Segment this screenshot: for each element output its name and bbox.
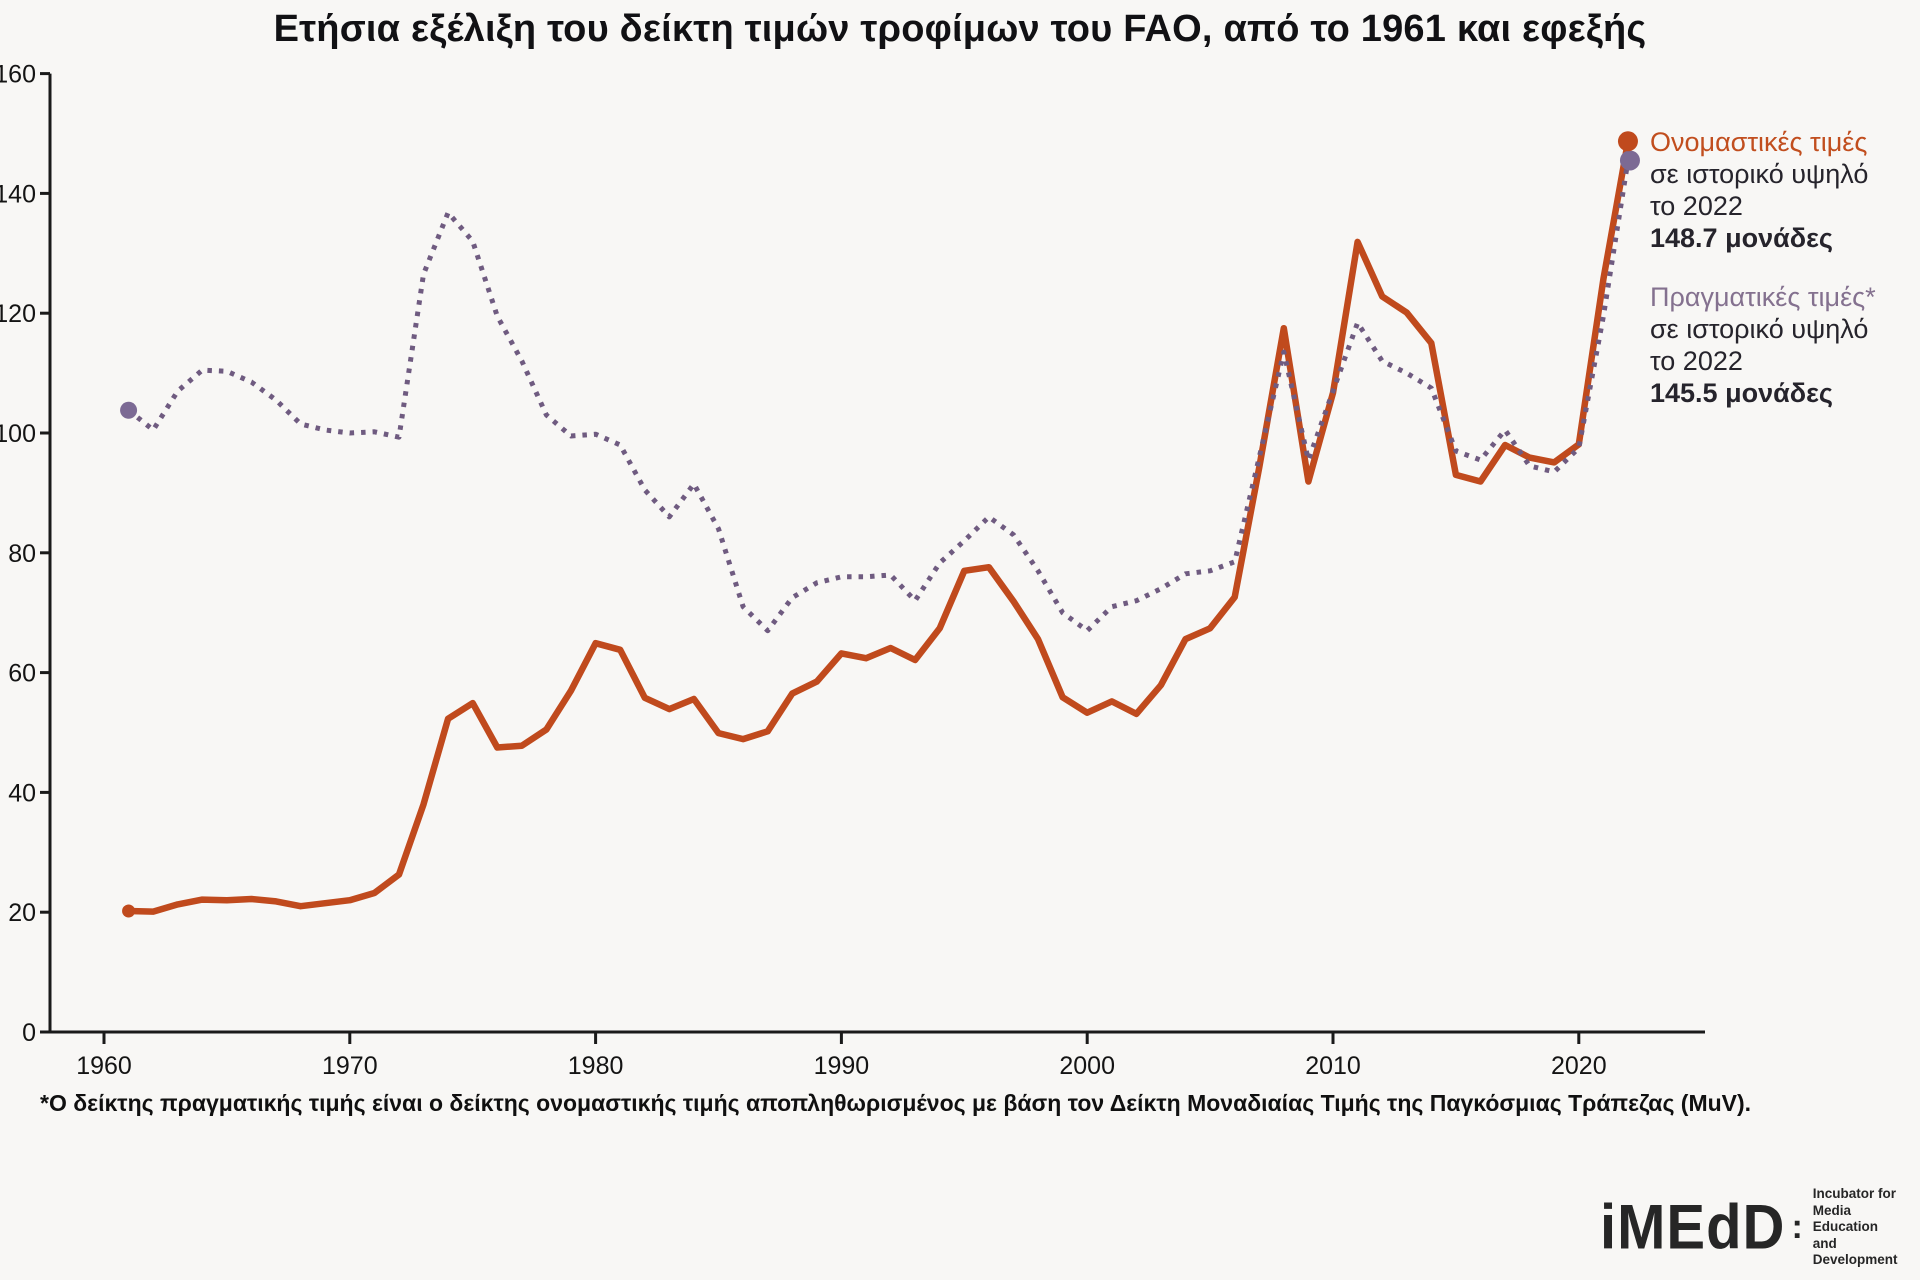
x-tick-label: 1960: [76, 1052, 132, 1080]
nominal-prices-line: [128, 140, 1632, 915]
y-tick-label: 20: [8, 899, 36, 927]
chart-title: Ετήσια εξέλιξη του δείκτη τιμών τροφίμων…: [273, 8, 1647, 50]
y-tick-label: 100: [0, 420, 36, 448]
legend-nominal: Ονομαστικές τιμές σε ιστορικό υψηλό το 2…: [1650, 126, 1915, 254]
y-tick-label: 120: [0, 300, 36, 328]
legend-real-line3: το 2022: [1650, 346, 1743, 376]
real-prices-line: [127, 160, 1631, 634]
x-tick-label: 1990: [814, 1052, 870, 1080]
x-tick-label: 2020: [1551, 1052, 1607, 1080]
y-tick-label: 160: [0, 61, 36, 89]
legend-nominal-value: 148.7 μονάδες: [1650, 223, 1833, 253]
imedd-logo-wordmark: iMEdD: [1600, 1192, 1786, 1263]
x-tick-label: 1980: [568, 1052, 624, 1080]
imedd-logo-colon: :: [1791, 1207, 1803, 1246]
imedd-logo: iMEdD : Incubator for Media Education an…: [1600, 1186, 1920, 1269]
legend-real-title: Πραγματικές τιμές*: [1650, 282, 1876, 312]
y-tick-label: 60: [8, 660, 36, 688]
x-tick-label: 2000: [1059, 1052, 1115, 1080]
imedd-logo-tagline: Incubator for Media Education and Develo…: [1812, 1186, 1898, 1267]
footnote: *Ο δείκτης πραγματικής τιμής είναι ο δεί…: [40, 1090, 1752, 1116]
y-tick-label: 40: [8, 779, 36, 807]
x-tick-label: 1970: [322, 1052, 378, 1080]
legend-real-line2: σε ιστορικό υψηλό: [1650, 314, 1869, 344]
legend-real: Πραγματικές τιμές* σε ιστορικό υψηλό το …: [1650, 281, 1915, 409]
x-tick-label: 2010: [1305, 1052, 1361, 1080]
real-start-dot: [120, 401, 138, 419]
legend-nominal-line3: το 2022: [1650, 191, 1743, 221]
y-tick-label: 0: [22, 1019, 36, 1047]
legend-nominal-title: Ονομαστικές τιμές: [1650, 127, 1868, 157]
legend-real-value: 145.5 μονάδες: [1650, 378, 1833, 408]
y-tick-label: 80: [8, 540, 36, 568]
y-tick-label: 140: [0, 180, 36, 208]
legend-nominal-line2: σε ιστορικό υψηλό: [1650, 159, 1869, 189]
real-end-dot: [1619, 150, 1640, 171]
nominal-end-dot: [1617, 131, 1638, 152]
nominal-start-dot: [122, 904, 136, 918]
